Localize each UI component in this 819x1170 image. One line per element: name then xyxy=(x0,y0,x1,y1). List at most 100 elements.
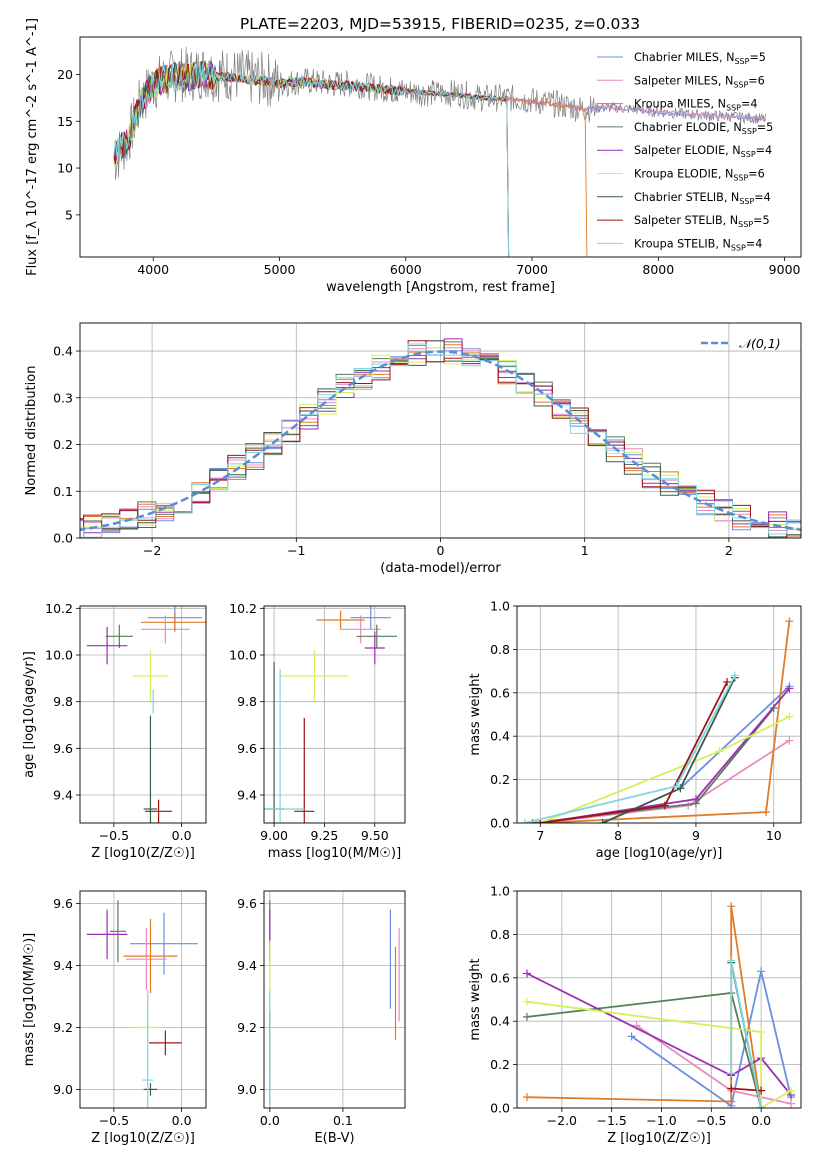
x-tick-label: 6000 xyxy=(390,262,422,277)
mass-weight-marker xyxy=(730,671,739,680)
y-tick-label: 0.0 xyxy=(490,1101,510,1116)
axes-frame xyxy=(516,890,802,1109)
y-tick-label: 0.4 xyxy=(490,1014,510,1029)
errorbar-point xyxy=(132,650,169,702)
errorbar-point xyxy=(356,624,397,648)
mass-weight-marker xyxy=(785,617,794,626)
axes-frame xyxy=(79,36,802,258)
mass-weight-marker xyxy=(598,819,607,823)
x-tick-label: 4000 xyxy=(137,262,169,277)
errorbar-point xyxy=(142,990,154,1108)
y-tick-label: 9.0 xyxy=(237,1082,257,1097)
legend-value: =6 xyxy=(748,74,765,87)
y-tick-label: 0.4 xyxy=(490,729,510,744)
y-tick-label: 0.2 xyxy=(53,437,73,452)
y-tick-label: 0.3 xyxy=(53,390,73,405)
x-tick-label: −1.0 xyxy=(646,1113,676,1128)
y-tick-label: 0.1 xyxy=(53,484,73,499)
y-tick-label: 1.0 xyxy=(490,599,510,614)
plot-area-mass_weight_vs_age xyxy=(520,617,794,823)
legend-subscript: SSP xyxy=(738,220,753,229)
mass-weight-marker xyxy=(727,956,736,965)
axes-frame xyxy=(516,605,802,824)
normal-curve xyxy=(80,350,801,532)
mass-weight-line xyxy=(526,972,792,1096)
y-axis-label: age [log10(age/yr)] xyxy=(22,651,37,778)
x-tick-label: 1 xyxy=(581,543,589,558)
errorbar-point xyxy=(149,1030,182,1056)
y-tick-label: 10.0 xyxy=(45,648,73,663)
y-tick-label: 9.6 xyxy=(53,741,73,756)
mass-weight-marker xyxy=(520,819,529,823)
x-tick-label: 0.1 xyxy=(333,1113,353,1128)
x-tick-label: 9.00 xyxy=(260,828,288,843)
x-tick-label: −2.0 xyxy=(547,1113,577,1128)
histogram-step xyxy=(80,343,801,538)
histogram-step xyxy=(80,345,801,538)
mass-weight-marker xyxy=(757,1104,766,1108)
panel-mass_weight_vs_Z: −2.0 −1.5 −1.0 −0.5 0.0 0.0 0.2 0.4 0.6 0.8 1.0 Z [… xyxy=(468,884,802,1146)
panel-spectrum: 4000 5000 6000 7000 8000 9000 5 10 15 20 wavelengt… xyxy=(25,18,802,295)
errorbar-point xyxy=(109,900,127,963)
errorbar-point xyxy=(123,918,178,994)
axes-frame xyxy=(79,605,207,824)
histogram-step xyxy=(80,340,801,538)
y-tick-label: 0.2 xyxy=(490,1057,510,1072)
x-tick-label: 9.25 xyxy=(311,828,339,843)
mass-weight-marker xyxy=(522,969,531,978)
legend-value: =4 xyxy=(756,144,773,157)
x-axis-label: Z [log10(Z/Z☉)] xyxy=(91,846,195,861)
legend-label: Chabrier ELODIE, NSSP=5 xyxy=(634,121,773,136)
mass-weight-marker xyxy=(785,712,794,721)
y-tick-label: 10.2 xyxy=(45,601,73,616)
y-tick-label: 1.0 xyxy=(490,884,510,899)
axes-frame xyxy=(79,890,207,1109)
y-tick-label: 0.0 xyxy=(53,531,73,546)
x-tick-label: 0.0 xyxy=(172,1113,192,1128)
y-tick-label: 9.8 xyxy=(53,694,73,709)
x-axis-label: wavelength [Angstrom, rest frame] xyxy=(326,280,555,295)
errorbar-point xyxy=(105,624,133,648)
y-tick-label: 5 xyxy=(65,207,73,222)
y-tick-label: 0.6 xyxy=(490,970,510,985)
errorbar-point xyxy=(130,912,198,975)
x-axis-label: mass [log10(M/M☉)] xyxy=(268,846,401,861)
panel-mass_weight_vs_age: 7 8 9 10 0.0 0.2 0.4 0.6 0.8 1.0 age [log10(age/yr… xyxy=(468,599,802,861)
x-tick-label: 5000 xyxy=(264,262,296,277)
mass-weight-marker xyxy=(522,1012,531,1021)
mass-weight-line xyxy=(602,677,736,823)
y-tick-label: 9.4 xyxy=(53,958,73,973)
mass-weight-marker xyxy=(660,801,669,810)
legend-value: =4 xyxy=(754,191,771,204)
y-tick-label: 9.2 xyxy=(53,1020,73,1035)
errorbar-point xyxy=(86,909,128,960)
histogram-step xyxy=(80,341,801,538)
legend-value: =4 xyxy=(741,98,758,111)
y-tick-label: 0.2 xyxy=(490,772,510,787)
y-tick-label: 0.6 xyxy=(490,685,510,700)
legend-subscript: SSP xyxy=(726,104,741,113)
x-tick-label: −0.5 xyxy=(99,1113,129,1128)
axes-frame xyxy=(263,605,406,824)
legend-subscript: SSP xyxy=(741,150,756,159)
y-tick-label: 20 xyxy=(57,67,73,82)
histogram-step xyxy=(80,340,801,538)
errorbar-point xyxy=(86,627,128,665)
legend-label: Chabrier STELIB, NSSP=4 xyxy=(634,191,771,206)
y-tick-label: 9.4 xyxy=(53,788,73,803)
histogram-step xyxy=(80,347,801,531)
plot-area-mass_vs_EBV xyxy=(269,900,400,1108)
mass-weight-marker xyxy=(761,808,770,817)
legend-value: =5 xyxy=(753,214,770,227)
x-tick-label: 8000 xyxy=(642,262,674,277)
model-spectrum-line xyxy=(113,61,510,257)
mass-weight-marker xyxy=(522,997,531,1006)
panel-age_vs_Z: −0.5 0.0 9.4 9.6 9.8 10.0 10.2 Z [log10(Z/Z☉)] a… xyxy=(22,601,207,861)
legend-value: =5 xyxy=(757,121,774,134)
mass-weight-marker xyxy=(727,902,736,911)
errorbar-point xyxy=(143,715,158,823)
histogram-step xyxy=(80,340,801,537)
panel-residual_hist: −2 −1 0 1 2 0.0 0.1 0.2 0.3 0.4 (data-model)/error… xyxy=(24,322,802,576)
x-tick-label: 10 xyxy=(766,828,782,843)
y-tick-label: 9.4 xyxy=(237,958,257,973)
